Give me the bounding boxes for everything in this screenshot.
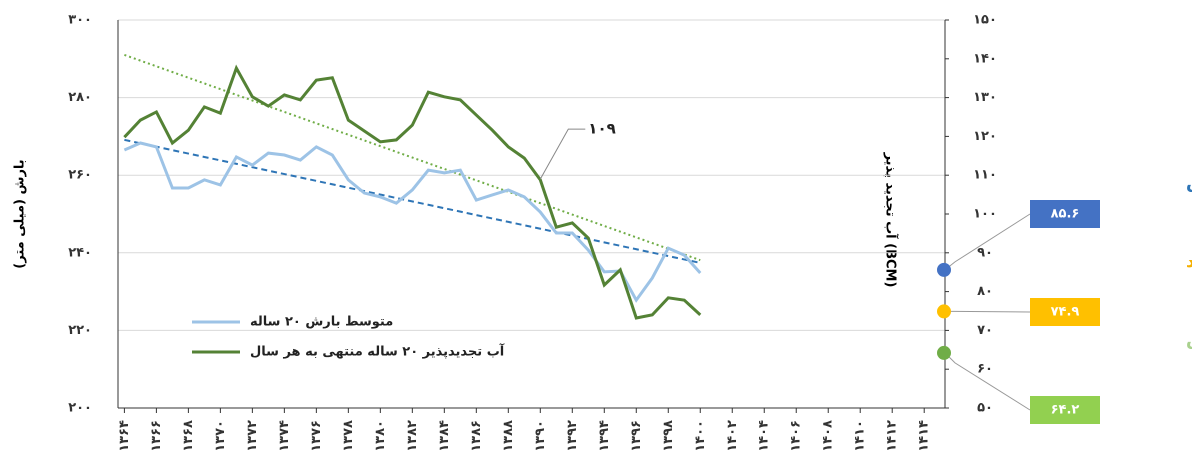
y-tick-label: ۲۶۰ <box>68 168 92 183</box>
x-tick-label: ۱۳۸۲ <box>405 420 420 452</box>
y2-axis-label: آب تجدید پذیر (BCM) <box>883 152 900 288</box>
x-tick-label: ۱۳۷۴ <box>277 420 292 452</box>
y2-tick-label: ۱۵۰ <box>973 13 997 28</box>
x-tick-label: ۱۴۱۰ <box>853 420 868 452</box>
y2-tick-label: ۷۰ <box>977 323 993 338</box>
trend-line <box>124 138 701 264</box>
x-tick-label: ۱۴۱۴ <box>917 420 932 452</box>
annotation: ۱۰۹ <box>588 120 615 138</box>
legend-label: آب تجدیدپذیر ۲۰ ساله منتهی به هر سال <box>250 343 505 360</box>
y-tick-label: ۲۴۰ <box>68 245 92 260</box>
y-tick-label: ۳۰۰ <box>68 13 92 28</box>
x-tick-label: ۱۳۷۰ <box>213 420 228 452</box>
x-tick-label: ۱۳۸۸ <box>501 420 516 452</box>
x-tick-label: ۱۳۷۲ <box>245 420 260 452</box>
scenario-point <box>937 345 951 360</box>
x-tick-label: ۱۳۶۶ <box>149 420 164 452</box>
y2-tick-label: ۱۴۰ <box>973 51 997 66</box>
x-tick-label: ۱۳۷۸ <box>341 420 356 452</box>
x-tick-label: ۱۳۸۰ <box>373 420 388 452</box>
y2-tick-label: ۱۳۰ <box>973 90 997 105</box>
legend-label: متوسط بارش ۲۰ ساله <box>250 315 393 330</box>
scenario-connector <box>944 213 1031 271</box>
scenario-point <box>937 304 951 319</box>
x-tick-label: ۱۴۱۲ <box>885 420 900 452</box>
y2-tick-label: ۱۲۰ <box>973 129 997 144</box>
scenario-value: ۷۴.۹ <box>1051 305 1080 320</box>
x-tick-label: ۱۴۰۸ <box>821 420 836 452</box>
x-tick-label: ۱۳۹۲ <box>565 420 580 452</box>
y2-tick-label: ۸۰ <box>977 284 993 299</box>
scenario-label: سناریو ادامه وضع موجود <box>1186 252 1192 272</box>
scenario-box <box>1030 396 1100 424</box>
x-tick-label: ۱۳۸۶ <box>469 420 484 452</box>
scenario-label: سناریو ۵٪ کاهش بارش <box>1186 330 1192 350</box>
scenario-point <box>937 262 951 277</box>
y2-tick-label: ۱۰۰ <box>973 207 997 222</box>
scenario-connector <box>945 310 1031 313</box>
x-tick-label: ۱۳۶۸ <box>181 420 196 452</box>
x-tick-label: ۱۳۹۰ <box>533 420 548 452</box>
scenario-value: ۸۵.۶ <box>1051 207 1080 222</box>
x-tick-label: ۱۳۹۴ <box>597 420 612 452</box>
y2-tick-label: ۹۰ <box>977 245 993 260</box>
x-tick-label: ۱۳۸۴ <box>437 420 452 452</box>
y2-tick-label: ۶۰ <box>977 362 993 377</box>
scenario-label: سناریو ۵٪ افزایش بارش <box>1186 173 1192 193</box>
y-axis-label: بارش (میلی متر) <box>13 159 28 268</box>
x-tick-label: ۱۴۰۰ <box>693 420 708 452</box>
x-tick-label: ۱۳۷۶ <box>309 420 324 452</box>
x-tick-label: ۱۳۹۶ <box>629 420 644 452</box>
x-tick-label: ۱۴۰۶ <box>789 420 804 452</box>
y2-tick-label: ۱۱۰ <box>973 168 997 183</box>
x-tick-label: ۱۴۰۴ <box>757 420 772 452</box>
y-tick-label: ۲۲۰ <box>68 323 92 338</box>
scenario-box <box>1030 200 1100 228</box>
annotation-leader <box>539 128 586 180</box>
y-tick-label: ۲۰۰ <box>68 401 92 416</box>
scenario-value: ۶۴.۲ <box>1051 403 1080 418</box>
x-tick-label: ۱۳۶۴ <box>117 420 132 452</box>
y-tick-label: ۲۸۰ <box>68 90 92 105</box>
y2-tick-label: ۵۰ <box>977 401 993 416</box>
scenario-box <box>1030 298 1100 326</box>
x-tick-label: ۱۴۰۲ <box>725 420 740 452</box>
x-tick-label: ۱۳۹۸ <box>661 420 676 452</box>
series-line <box>123 141 702 303</box>
trend-line <box>124 53 701 262</box>
series-line <box>123 64 702 320</box>
